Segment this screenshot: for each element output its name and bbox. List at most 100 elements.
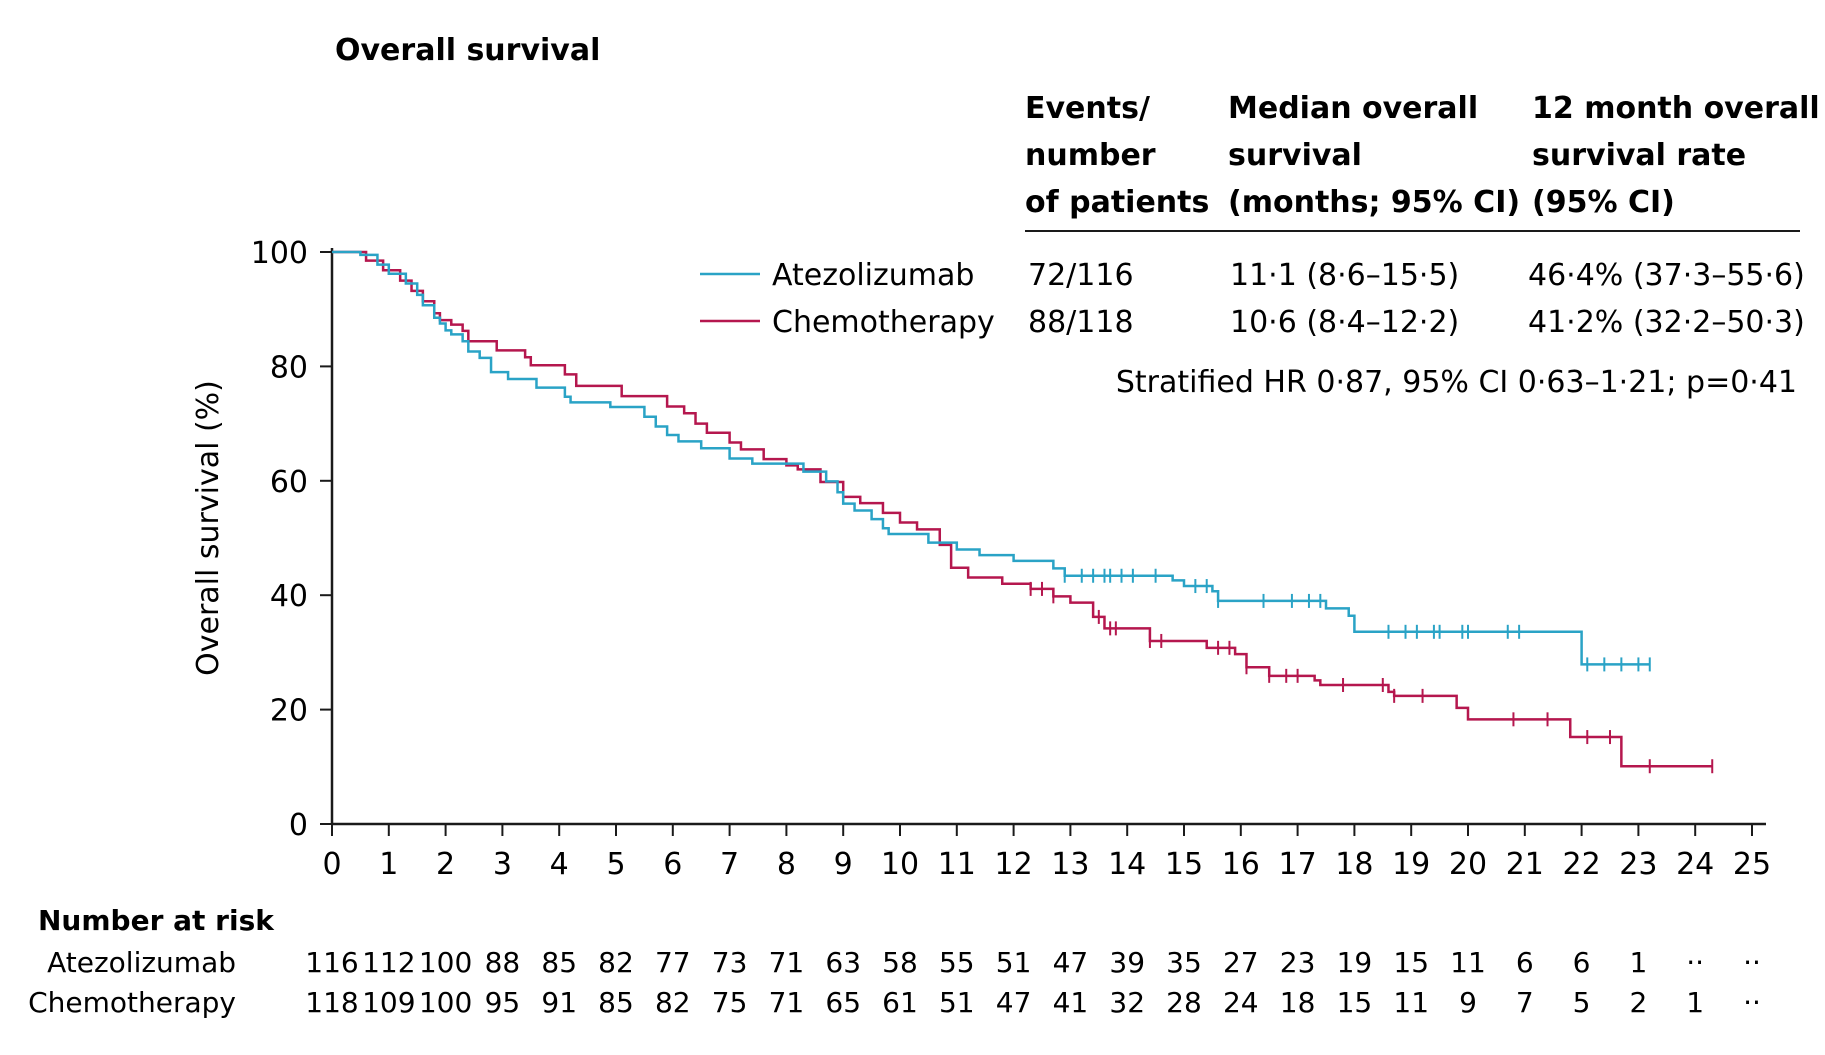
y-tick-label: 80	[270, 350, 308, 385]
x-tick-label: 6	[663, 847, 682, 882]
x-tick-label: 21	[1506, 847, 1544, 882]
risk-value-chemotherapy: 95	[485, 986, 521, 1019]
risk-value-atezolizumab: 116	[305, 946, 358, 979]
x-tick-label: 15	[1165, 847, 1203, 882]
risk-value-atezolizumab: 35	[1166, 946, 1202, 979]
row-atezolizumab-events: 72/116	[1028, 258, 1134, 293]
risk-value-chemotherapy: 28	[1166, 986, 1202, 1019]
x-tick-label: 17	[1279, 847, 1317, 882]
x-tick-label: 0	[322, 847, 341, 882]
risk-value-chemotherapy: 71	[769, 986, 805, 1019]
risk-value-atezolizumab: 71	[769, 946, 805, 979]
risk-value-atezolizumab: 100	[419, 946, 472, 979]
header-rate-line-2: survival rate	[1532, 138, 1746, 173]
x-tick-label: 24	[1676, 847, 1714, 882]
x-tick-label: 22	[1563, 847, 1601, 882]
risk-value-chemotherapy: 41	[1053, 986, 1089, 1019]
x-tick-label: 3	[493, 847, 512, 882]
risk-value-chemotherapy: ··	[1743, 986, 1761, 1019]
x-tick-label: 19	[1392, 847, 1430, 882]
row-chemotherapy-rate: 41·2% (32·2–50·3)	[1528, 305, 1805, 340]
risk-value-atezolizumab: 55	[939, 946, 975, 979]
risk-value-atezolizumab: 82	[598, 946, 634, 979]
risk-value-chemotherapy: 11	[1393, 986, 1429, 1019]
risk-value-chemotherapy: 47	[996, 986, 1032, 1019]
risk-value-chemotherapy: 18	[1280, 986, 1316, 1019]
risk-value-chemotherapy: 100	[419, 986, 472, 1019]
x-tick-label: 4	[550, 847, 569, 882]
risk-value-atezolizumab: 27	[1223, 946, 1259, 979]
y-tick-label: 100	[251, 236, 308, 271]
x-tick-label: 9	[834, 847, 853, 882]
legend-label-atezolizumab: Atezolizumab	[772, 258, 974, 293]
risk-value-chemotherapy: 61	[882, 986, 918, 1019]
risk-value-atezolizumab: 112	[362, 946, 415, 979]
risk-value-chemotherapy: 1	[1686, 986, 1704, 1019]
header-events-line-1: Events/	[1025, 91, 1150, 126]
row-atezolizumab-median: 11·1 (8·6–15·5)	[1230, 258, 1459, 293]
risk-table-title: Number at risk	[38, 904, 275, 937]
risk-value-chemotherapy: 5	[1573, 986, 1591, 1019]
survival-curves	[332, 250, 1714, 774]
risk-value-atezolizumab: 88	[485, 946, 521, 979]
summary-table-rows: 72/116 11·1 (8·6–15·5) 46·4% (37·3–55·6)…	[1028, 258, 1805, 400]
header-median-line-2: survival	[1228, 138, 1362, 173]
curve-chemotherapy	[332, 250, 1713, 768]
x-tick-label: 8	[777, 847, 796, 882]
x-tick-label: 20	[1449, 847, 1487, 882]
row-chemotherapy-events: 88/118	[1028, 305, 1134, 340]
risk-value-atezolizumab: 85	[541, 946, 577, 979]
x-tick-label: 10	[881, 847, 919, 882]
risk-value-atezolizumab: 11	[1450, 946, 1486, 979]
chart-title: Overall survival	[335, 33, 600, 68]
y-tick-label: 0	[289, 808, 308, 843]
risk-value-atezolizumab: ··	[1743, 946, 1761, 979]
risk-value-chemotherapy: 91	[541, 986, 577, 1019]
risk-value-chemotherapy: 65	[825, 986, 861, 1019]
risk-value-chemotherapy: 24	[1223, 986, 1259, 1019]
header-rate-line-3: (95% CI)	[1532, 185, 1675, 220]
x-tick-label: 2	[436, 847, 455, 882]
risk-value-chemotherapy: 118	[305, 986, 358, 1019]
x-tick-label: 12	[995, 847, 1033, 882]
legend-label-chemotherapy: Chemotherapy	[772, 305, 995, 340]
risk-value-chemotherapy: 2	[1629, 986, 1647, 1019]
summary-table-header: Events/ number of patients Median overal…	[1025, 91, 1820, 232]
risk-value-atezolizumab: 39	[1109, 946, 1145, 979]
risk-value-atezolizumab: 6	[1516, 946, 1534, 979]
risk-value-chemotherapy: 109	[362, 986, 415, 1019]
x-tick-label: 11	[938, 847, 976, 882]
y-axis-label: Overall survival (%)	[191, 380, 226, 676]
risk-value-atezolizumab: 47	[1053, 946, 1089, 979]
x-tick-label: 14	[1108, 847, 1146, 882]
risk-value-atezolizumab: 58	[882, 946, 918, 979]
risk-value-atezolizumab: ··	[1686, 946, 1704, 979]
row-atezolizumab-rate: 46·4% (37·3–55·6)	[1528, 258, 1805, 293]
risk-value-atezolizumab: 77	[655, 946, 691, 979]
x-tick-label: 13	[1051, 847, 1089, 882]
risk-value-atezolizumab: 6	[1573, 946, 1591, 979]
risk-table-values: 116 112 100 88 85 82 77 73 71 63 58 55 51 47 39 35 27 23 1…	[305, 946, 1761, 1019]
x-tick-label: 1	[379, 847, 398, 882]
x-tick-label: 25	[1733, 847, 1771, 882]
risk-value-atezolizumab: 19	[1337, 946, 1373, 979]
x-tick-label: 23	[1619, 847, 1657, 882]
risk-value-chemotherapy: 82	[655, 986, 691, 1019]
risk-value-chemotherapy: 75	[712, 986, 748, 1019]
risk-value-atezolizumab: 15	[1393, 946, 1429, 979]
legend: Atezolizumab Chemotherapy	[700, 258, 995, 340]
x-tick-label: 7	[720, 847, 739, 882]
x-tick-label: 18	[1335, 847, 1373, 882]
risk-label-chemotherapy: Chemotherapy	[28, 986, 236, 1019]
risk-value-atezolizumab: 63	[825, 946, 861, 979]
axis-ticks: 0 1 2 3 4 5 6 7 8 9 10 11 12 13 14 15 16 17 18 19 20 21 22 23 24…	[251, 236, 1771, 882]
risk-label-atezolizumab: Atezolizumab	[47, 946, 236, 979]
header-events-line-2: number	[1025, 138, 1156, 173]
risk-value-chemotherapy: 32	[1109, 986, 1145, 1019]
risk-value-atezolizumab: 73	[712, 946, 748, 979]
x-tick-label: 5	[606, 847, 625, 882]
risk-value-chemotherapy: 9	[1459, 986, 1477, 1019]
header-rate-line-1: 12 month overall	[1532, 91, 1820, 126]
header-events-line-3: of patients	[1025, 185, 1209, 220]
